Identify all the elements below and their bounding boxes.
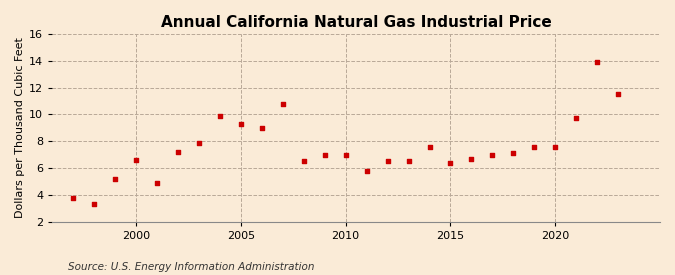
Point bbox=[68, 195, 79, 200]
Point bbox=[194, 140, 205, 145]
Point bbox=[424, 144, 435, 149]
Point bbox=[319, 152, 330, 157]
Point bbox=[487, 152, 497, 157]
Point bbox=[508, 151, 518, 156]
Point bbox=[382, 159, 393, 164]
Point bbox=[89, 202, 100, 207]
Point bbox=[613, 92, 624, 97]
Y-axis label: Dollars per Thousand Cubic Feet: Dollars per Thousand Cubic Feet bbox=[15, 37, 25, 218]
Point bbox=[131, 158, 142, 162]
Point bbox=[361, 169, 372, 173]
Point bbox=[152, 181, 163, 185]
Point bbox=[173, 150, 184, 154]
Point bbox=[298, 159, 309, 164]
Point bbox=[466, 156, 477, 161]
Point bbox=[236, 122, 246, 126]
Point bbox=[256, 126, 267, 130]
Point bbox=[550, 144, 561, 149]
Point bbox=[277, 101, 288, 106]
Point bbox=[445, 161, 456, 165]
Text: Source: U.S. Energy Information Administration: Source: U.S. Energy Information Administ… bbox=[68, 262, 314, 272]
Point bbox=[529, 144, 540, 149]
Point bbox=[592, 60, 603, 64]
Point bbox=[403, 159, 414, 164]
Point bbox=[215, 114, 225, 118]
Point bbox=[110, 177, 121, 181]
Point bbox=[340, 152, 351, 157]
Point bbox=[571, 116, 582, 121]
Title: Annual California Natural Gas Industrial Price: Annual California Natural Gas Industrial… bbox=[161, 15, 551, 30]
